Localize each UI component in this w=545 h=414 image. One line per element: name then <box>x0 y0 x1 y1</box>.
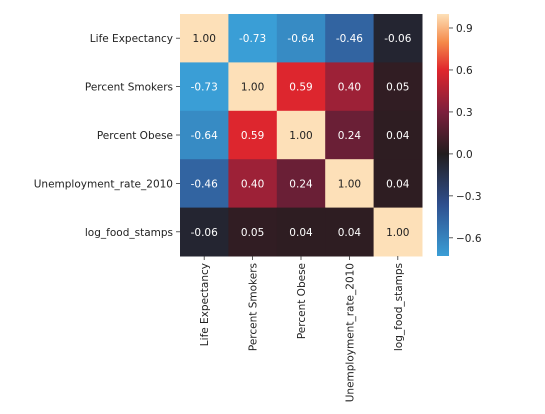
heatmap-cell <box>276 14 326 63</box>
colorbar-tick-label: 0.0 <box>456 149 473 161</box>
heatmap-cell <box>180 62 229 112</box>
cell-value-label: 1.00 <box>386 227 409 239</box>
cell-value-label: -0.73 <box>191 82 218 94</box>
colorbar-tick-label: −0.6 <box>456 233 482 245</box>
colorbar-tick-label: 0.9 <box>456 23 473 35</box>
heatmap-cell <box>228 62 278 112</box>
row-label-unemployment-rate-2010: Unemployment_rate_2010 <box>34 178 173 190</box>
heatmap-cell <box>276 110 326 160</box>
heatmap-cell <box>325 110 375 160</box>
cell-value-label: -0.73 <box>239 33 266 45</box>
cell-value-label: 0.05 <box>241 227 264 239</box>
cell-value-label: 0.59 <box>289 82 312 94</box>
heatmap-cell <box>180 110 229 160</box>
heatmap-cell <box>373 207 423 257</box>
cell-value-label: 1.00 <box>338 178 361 190</box>
colorbar-gradient <box>437 14 449 256</box>
cell-value-label: -0.06 <box>191 227 218 239</box>
heatmap-cell <box>276 207 326 257</box>
cell-value-label: 0.24 <box>338 130 362 142</box>
heatmap-cell <box>325 159 375 209</box>
heatmap-cell <box>228 207 278 257</box>
row-label-percent-smokers: Percent Smokers <box>85 82 173 94</box>
cell-value-label: 0.04 <box>338 227 362 239</box>
cell-value-label: 1.00 <box>241 82 264 94</box>
heatmap-cell <box>373 14 423 63</box>
heatmap-cell <box>373 62 423 112</box>
column-label-percent-smokers: Percent Smokers <box>248 263 260 351</box>
cell-value-label: 0.04 <box>386 130 410 142</box>
heatmap-cell <box>180 159 229 209</box>
column-label-percent-obese: Percent Obese <box>296 263 308 339</box>
cell-value-label: 0.04 <box>289 227 313 239</box>
cell-value-label: -0.64 <box>191 130 218 142</box>
heatmap-cell <box>373 159 423 209</box>
cell-value-label: 0.40 <box>241 178 264 190</box>
cell-value-label: -0.06 <box>384 33 411 45</box>
heatmap-cells: 1.00 -0.73 -0.64 -0.46 -0.06 -0.73 1.00 0.59 0.4… <box>180 14 423 257</box>
heatmap-cell <box>228 14 278 63</box>
heatmap-cell <box>325 207 375 257</box>
cell-value-label: 0.40 <box>338 82 361 94</box>
colorbar-tick-label: −0.3 <box>456 191 482 203</box>
cell-value-label: 1.00 <box>289 130 312 142</box>
colorbar-tick-label: 0.3 <box>456 107 473 119</box>
colorbar-tick-label: 0.6 <box>456 65 473 77</box>
column-tick-labels: Life Expectancy Percent Smokers Percent Ob… <box>199 256 405 402</box>
row-label-percent-obese: Percent Obese <box>97 130 173 142</box>
colorbar: 0.9 0.6 0.3 0.0 −0.3 −0.6 <box>437 14 482 256</box>
column-label-log-food-stamps: log_food_stamps <box>393 263 405 351</box>
heatmap-cell <box>228 110 278 160</box>
heatmap-cell <box>276 62 326 112</box>
cell-value-label: 1.00 <box>193 33 216 45</box>
heatmap-cell <box>373 110 423 160</box>
cell-value-label: 0.59 <box>241 130 264 142</box>
row-tick-labels: Life Expectancy Percent Smokers Percent Ob… <box>34 33 180 239</box>
heatmap-cell <box>325 14 375 63</box>
cell-value-label: 0.05 <box>386 82 409 94</box>
row-label-log-food-stamps: log_food_stamps <box>85 227 173 239</box>
heatmap-cell <box>180 207 229 257</box>
cell-value-label: 0.04 <box>386 178 410 190</box>
cell-value-label: -0.46 <box>191 178 218 190</box>
heatmap-cell <box>228 159 278 209</box>
cell-value-label: 0.24 <box>289 178 313 190</box>
heatmap-cell <box>180 14 229 63</box>
heatmap-cell <box>276 159 326 209</box>
column-label-unemployment-rate-2010: Unemployment_rate_2010 <box>344 263 356 402</box>
cell-value-label: -0.64 <box>287 33 314 45</box>
row-label-life-expectancy: Life Expectancy <box>90 33 173 45</box>
cell-value-label: -0.46 <box>336 33 363 45</box>
heatmap-cell <box>325 62 375 112</box>
column-label-life-expectancy: Life Expectancy <box>199 263 211 346</box>
